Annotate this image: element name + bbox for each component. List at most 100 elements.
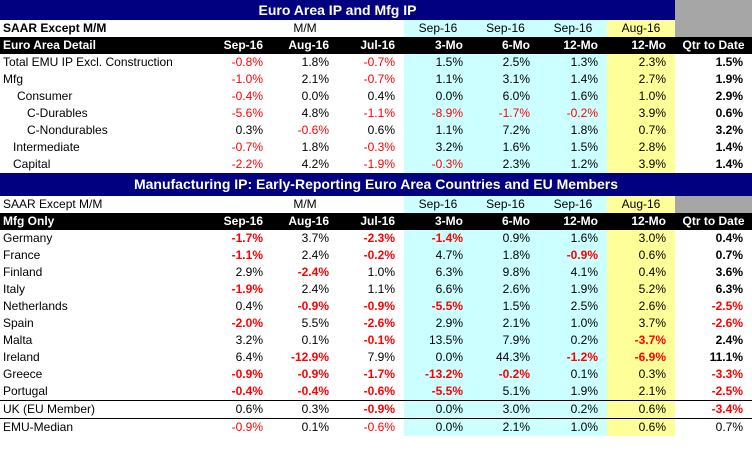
value-cell: 0.4%: [206, 298, 272, 315]
row-label: Spain: [0, 315, 206, 332]
table-row: Portugal -0.4% -0.4% -0.6% -5.5% 5.1% 1.9% 2.1%…: [0, 383, 752, 400]
table-row: Italy -1.9% 2.4% 1.1% 6.6% 2.6% 1.9% 5.2% 6.3%: [0, 281, 752, 298]
value-cell: 6.4%: [206, 349, 272, 366]
value-cell: 13.5%: [404, 332, 472, 349]
value-cell: 0.0%: [404, 349, 472, 366]
value-cell: 1.4%: [675, 139, 752, 156]
value-cell: 2.5%: [472, 54, 539, 71]
row-label: C-Durables: [0, 105, 206, 122]
value-cell: 2.8%: [607, 139, 675, 156]
value-cell: 1.9%: [675, 71, 752, 88]
value-cell: 1.1%: [338, 281, 404, 298]
value-cell: 6.3%: [675, 281, 752, 298]
value-cell: -0.6%: [338, 383, 404, 400]
column-header-2: Aug-16: [272, 213, 338, 230]
value-cell: 2.4%: [272, 281, 338, 298]
table-row: Malta 3.2% 0.1% -0.1% 13.5% 7.9% 0.2% -3.7% 2.4%: [0, 332, 752, 349]
value-cell: 9.8%: [472, 264, 539, 281]
row-label: Consumer: [0, 88, 206, 105]
row-label: UK (EU Member): [0, 401, 206, 418]
section1-header-row1: SAAR Except M/M M/M Sep-16 Sep-16 Sep-16…: [0, 20, 752, 37]
value-cell: -0.9%: [338, 298, 404, 315]
value-cell: -12.9%: [272, 349, 338, 366]
value-cell: 6.0%: [472, 88, 539, 105]
value-cell: 3.2%: [404, 139, 472, 156]
value-cell: 0.7%: [675, 247, 752, 264]
value-cell: 0.7%: [607, 122, 675, 139]
section2-header-row2: Mfg Only Sep-16 Aug-16 Jul-16 3-Mo 6-Mo 12-Mo 1…: [0, 213, 752, 230]
value-cell: 2.3%: [472, 156, 539, 173]
value-cell: 2.3%: [607, 54, 675, 71]
value-cell: 7.2%: [472, 122, 539, 139]
value-cell: 1.1%: [404, 122, 472, 139]
table-row: Consumer -0.4% 0.0% 0.4% 0.0% 6.0% 1.6% 1.0% 2.9…: [0, 88, 752, 105]
value-cell: -2.3%: [338, 230, 404, 247]
value-cell: 5.1%: [472, 383, 539, 400]
value-cell: -2.5%: [675, 298, 752, 315]
column-header-6: 12-Mo: [539, 213, 607, 230]
value-cell: 2.1%: [472, 419, 539, 436]
value-cell: 44.3%: [472, 349, 539, 366]
value-cell: -0.9%: [338, 401, 404, 418]
row-label: Capital: [0, 156, 206, 173]
value-cell: 0.4%: [338, 88, 404, 105]
value-cell: 0.6%: [607, 419, 675, 436]
title-row-1: Euro Area IP and Mfg IP: [0, 0, 752, 20]
header-6mo-date: Sep-16: [472, 20, 539, 37]
table-title-manufacturing: Manufacturing IP: Early-Reporting Euro A…: [0, 173, 752, 196]
value-cell: 7.9%: [472, 332, 539, 349]
value-cell: 2.4%: [272, 247, 338, 264]
value-cell: -1.0%: [206, 71, 272, 88]
value-cell: 0.3%: [206, 122, 272, 139]
value-cell: -0.9%: [272, 366, 338, 383]
value-cell: 4.7%: [404, 247, 472, 264]
header2-gray: [675, 196, 752, 213]
value-cell: 2.1%: [272, 71, 338, 88]
value-cell: -0.2%: [338, 247, 404, 264]
value-cell: 0.6%: [607, 247, 675, 264]
value-cell: -3.7%: [607, 332, 675, 349]
value-cell: 0.1%: [272, 419, 338, 436]
value-cell: -1.9%: [206, 281, 272, 298]
value-cell: 0.6%: [675, 105, 752, 122]
column-header-4: 3-Mo: [404, 37, 472, 54]
column-header-1: Sep-16: [206, 213, 272, 230]
value-cell: -2.5%: [675, 383, 752, 400]
value-cell: -1.7%: [472, 105, 539, 122]
column-header-0: Euro Area Detail: [0, 37, 206, 54]
value-cell: 3.7%: [607, 315, 675, 332]
value-cell: 2.1%: [472, 315, 539, 332]
column-header-5: 6-Mo: [472, 213, 539, 230]
column-header-3: Jul-16: [338, 37, 404, 54]
value-cell: -2.0%: [206, 315, 272, 332]
value-cell: -5.6%: [206, 105, 272, 122]
value-cell: -1.1%: [338, 105, 404, 122]
value-cell: -0.3%: [404, 156, 472, 173]
value-cell: 1.0%: [338, 264, 404, 281]
value-cell: -0.6%: [338, 419, 404, 436]
value-cell: -2.6%: [675, 315, 752, 332]
value-cell: 4.1%: [539, 264, 607, 281]
section2-body: Germany -1.7% 3.7% -2.3% -1.4% 0.9% 1.6% 3.0% 0.…: [0, 230, 752, 400]
value-cell: 3.2%: [675, 122, 752, 139]
title-row-2: Manufacturing IP: Early-Reporting Euro A…: [0, 173, 752, 196]
header2-saar-label: SAAR Except M/M: [0, 196, 206, 213]
value-cell: 2.9%: [206, 264, 272, 281]
value-cell: 2.5%: [539, 298, 607, 315]
value-cell: 1.0%: [607, 88, 675, 105]
value-cell: 1.4%: [539, 71, 607, 88]
table-row: Greece -0.9% -0.9% -1.7% -13.2% -0.2% 0.1% 0.3%…: [0, 366, 752, 383]
value-cell: -0.4%: [272, 383, 338, 400]
value-cell: 1.4%: [675, 156, 752, 173]
row-label: Italy: [0, 281, 206, 298]
value-cell: 2.9%: [675, 88, 752, 105]
value-cell: -1.4%: [404, 230, 472, 247]
value-cell: -1.1%: [206, 247, 272, 264]
table-row: Mfg -1.0% 2.1% -0.7% 1.1% 3.1% 1.4% 2.7% 1.9%: [0, 71, 752, 88]
value-cell: 0.4%: [675, 230, 752, 247]
value-cell: 1.8%: [472, 247, 539, 264]
header2-12mo-prev-date: Aug-16: [607, 196, 675, 213]
value-cell: -0.7%: [206, 139, 272, 156]
value-cell: 3.9%: [607, 156, 675, 173]
